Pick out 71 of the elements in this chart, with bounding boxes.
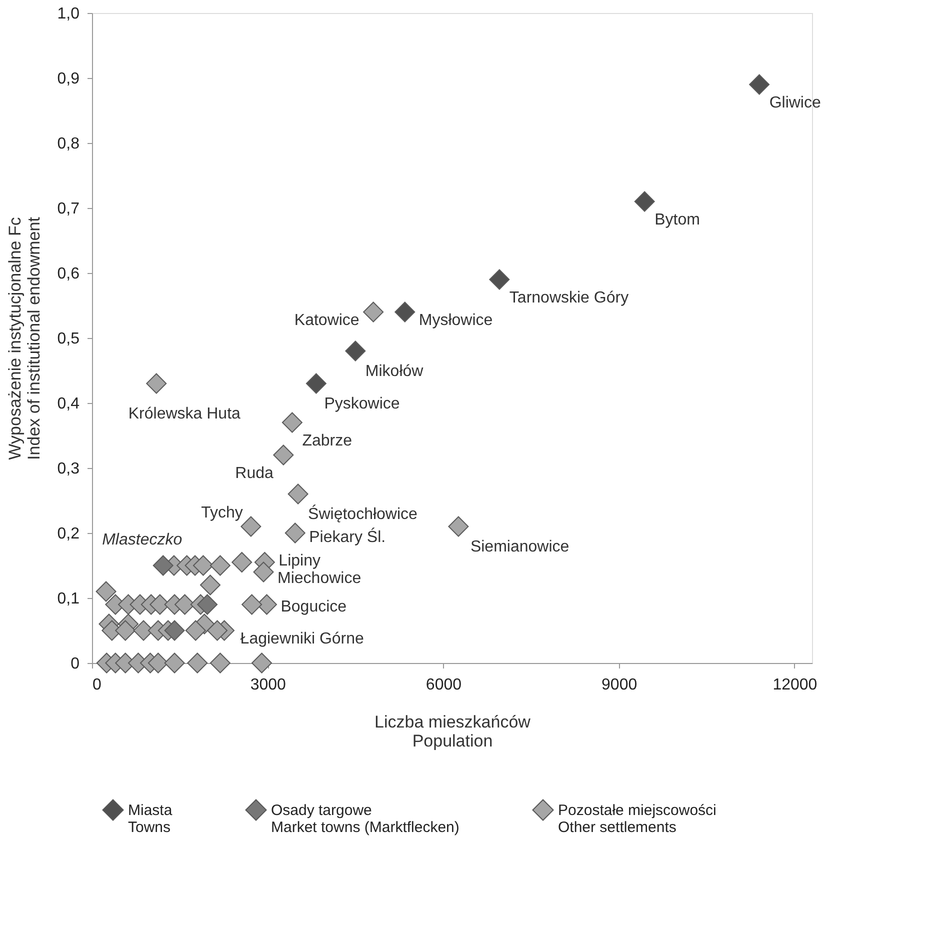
annotation: Gliwice — [769, 94, 821, 112]
y-tick-label: 0,5 — [57, 330, 80, 348]
y-tick-label: 0,2 — [57, 526, 80, 542]
point — [210, 555, 230, 576]
point — [192, 555, 214, 576]
point — [115, 620, 136, 641]
annotation: Miechowice — [278, 570, 362, 587]
point — [210, 652, 230, 674]
annotation: Mysłowice — [418, 312, 493, 329]
x-tick-label: 9000 — [602, 676, 638, 694]
annotation: Zabrze — [302, 432, 352, 450]
point — [253, 562, 274, 582]
x-tick-label: 0 — [92, 676, 102, 694]
point — [345, 340, 366, 362]
point — [489, 269, 510, 290]
point — [282, 412, 302, 433]
annotation: Pyskowice — [324, 396, 400, 412]
point — [242, 594, 262, 615]
point — [187, 652, 208, 674]
point — [152, 555, 174, 576]
point — [273, 444, 294, 466]
point — [207, 620, 228, 641]
annotation: Katowice — [294, 312, 360, 329]
annotation: Łagiewniki Górne — [240, 630, 364, 648]
point — [96, 581, 116, 602]
point — [363, 302, 384, 322]
point — [232, 552, 252, 572]
y-tick-label: 0,4 — [57, 396, 80, 412]
x-tick-label: 6000 — [426, 676, 462, 694]
y-tick-label: 0,8 — [57, 136, 80, 152]
y-tick-label: 0,1 — [57, 590, 80, 608]
y-tick-label: 0 — [70, 656, 80, 672]
point — [288, 484, 308, 504]
annotation: Mlasteczko — [102, 532, 182, 548]
x-axis-title: Liczba mieszkańców Population — [374, 712, 532, 750]
annotation: Mikołów — [365, 363, 424, 380]
annotation: Piekary Śl. — [309, 527, 386, 546]
annotation: Świętochłowice — [308, 504, 418, 523]
y-tick-label: 0,6 — [57, 266, 80, 282]
point — [394, 302, 416, 322]
point — [284, 522, 306, 544]
annotation: Lipiny — [278, 552, 320, 570]
point — [749, 74, 770, 95]
point — [634, 191, 655, 212]
annotation: Tarnowskie Góry — [509, 290, 629, 306]
y-axis-title: Wyposażenie instytucjonalne Fc Index of institutional endowment — [5, 216, 44, 460]
legend-label: Osady targowe Market towns (Marktflecken) — [271, 802, 460, 836]
annotation: Siemianowice — [470, 538, 570, 556]
annotation: Bytom — [654, 212, 700, 228]
point — [200, 574, 220, 596]
annotation: Tychy — [201, 504, 243, 522]
point — [164, 652, 185, 674]
y-tick-label: 0,7 — [57, 200, 80, 218]
point — [185, 620, 206, 641]
annotation: Królewska Huta — [128, 406, 241, 422]
annotation: Ruda — [235, 465, 274, 482]
point — [197, 594, 218, 615]
y-tick-label: 0,3 — [57, 460, 80, 478]
point — [146, 373, 167, 394]
x-tick-label: 3000 — [250, 676, 286, 694]
point — [252, 652, 272, 674]
y-tick-label: 0,9 — [57, 70, 80, 88]
x-tick-label: 12000 — [772, 676, 818, 694]
point — [148, 652, 168, 674]
point — [306, 373, 326, 394]
point — [448, 516, 469, 537]
legend-label: Pozostałe miejscowości Other settlements — [558, 802, 716, 836]
annotation: Bogucice — [280, 598, 347, 616]
y-tick-label: 1,0 — [57, 6, 80, 22]
legend-label: Miasta Towns — [128, 802, 173, 836]
point — [164, 620, 185, 641]
